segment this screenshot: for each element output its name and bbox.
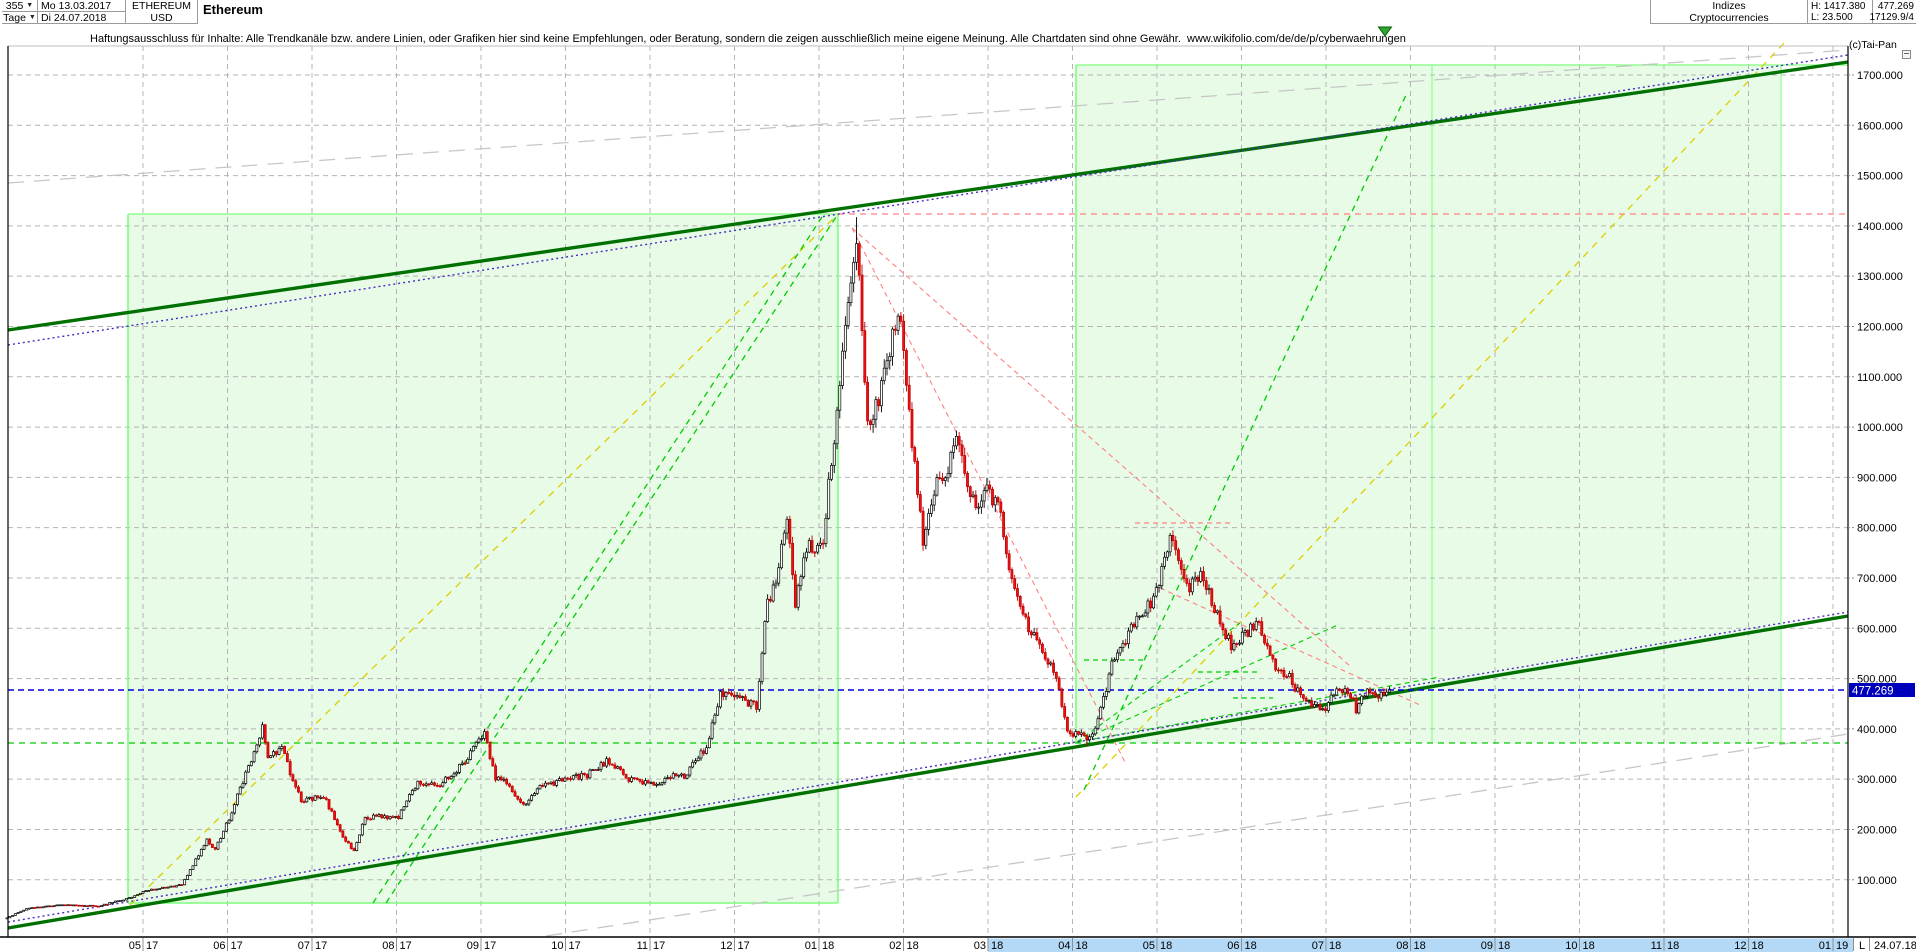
svg-text:18: 18 bbox=[1498, 940, 1510, 952]
disclaimer-text: Haftungsausschluss für Inhalte: Alle Tre… bbox=[90, 33, 1406, 45]
x-axis-end-flag: L bbox=[1859, 940, 1865, 952]
svg-text:17: 17 bbox=[400, 940, 412, 952]
chart-markers bbox=[1377, 26, 1393, 37]
chevron-down-icon: ▼ bbox=[26, 2, 34, 9]
svg-text:1300.000: 1300.000 bbox=[1857, 271, 1903, 283]
svg-text:17: 17 bbox=[231, 940, 243, 952]
svg-text:12: 12 bbox=[1734, 940, 1746, 952]
category-row1: Indizes bbox=[1650, 0, 1807, 12]
svg-text:1000.000: 1000.000 bbox=[1857, 422, 1903, 434]
svg-text:05: 05 bbox=[1143, 940, 1155, 952]
svg-text:18: 18 bbox=[1583, 940, 1595, 952]
svg-text:1400.000: 1400.000 bbox=[1857, 221, 1903, 233]
candles-layer bbox=[5, 217, 1391, 920]
svg-text:477.269: 477.269 bbox=[1852, 686, 1894, 698]
svg-text:1200.000: 1200.000 bbox=[1857, 321, 1903, 333]
period-value-dropdown[interactable]: 355 ▼ bbox=[2, 0, 38, 12]
svg-text:01: 01 bbox=[1819, 940, 1831, 952]
quote-value-1: 477.269 bbox=[1872, 0, 1916, 12]
svg-text:17: 17 bbox=[146, 940, 158, 952]
svg-text:18: 18 bbox=[1414, 940, 1426, 952]
svg-text:200.000: 200.000 bbox=[1857, 824, 1897, 836]
svg-text:06: 06 bbox=[1227, 940, 1239, 952]
quote-value-2: 17129.9/4 bbox=[1869, 12, 1916, 24]
svg-text:17: 17 bbox=[569, 940, 581, 952]
svg-text:18: 18 bbox=[1160, 940, 1172, 952]
svg-text:08: 08 bbox=[382, 940, 394, 952]
svg-text:05: 05 bbox=[129, 940, 141, 952]
taipan-watermark: (c)Tai-Pan bbox=[1849, 39, 1897, 51]
svg-text:1700.000: 1700.000 bbox=[1857, 70, 1903, 82]
axis-collapse-button[interactable] bbox=[1902, 50, 1911, 59]
svg-text:18: 18 bbox=[1076, 940, 1088, 952]
x-axis-last-date: 24.07.18 bbox=[1874, 940, 1916, 952]
svg-text:10: 10 bbox=[1565, 940, 1577, 952]
category-row2: Cryptocurrencies bbox=[1650, 12, 1807, 24]
trend-lines bbox=[7, 39, 1849, 937]
instrument-title: Ethereum bbox=[203, 2, 263, 17]
svg-text:12: 12 bbox=[720, 940, 732, 952]
x-axis: 05 17 06 17 07 17 08 17 09 17 10 17 11 17 12 17 01 18 02 18… bbox=[129, 938, 1916, 952]
svg-text:1500.000: 1500.000 bbox=[1857, 171, 1903, 183]
svg-text:11: 11 bbox=[1651, 940, 1662, 952]
svg-text:02: 02 bbox=[889, 940, 901, 952]
svg-text:01: 01 bbox=[805, 940, 817, 952]
svg-text:18: 18 bbox=[907, 940, 919, 952]
svg-text:500.000: 500.000 bbox=[1857, 674, 1897, 686]
svg-text:06: 06 bbox=[213, 940, 225, 952]
svg-text:17: 17 bbox=[738, 940, 750, 952]
date-from: Mo 13.03.2017 bbox=[38, 0, 126, 12]
svg-text:17: 17 bbox=[315, 940, 327, 952]
svg-text:17: 17 bbox=[484, 940, 496, 952]
svg-text:10: 10 bbox=[551, 940, 563, 952]
svg-text:100.000: 100.000 bbox=[1857, 875, 1897, 887]
period-unit: Tage bbox=[3, 11, 26, 24]
axes bbox=[0, 45, 1916, 938]
svg-text:09: 09 bbox=[467, 940, 479, 952]
period-unit-dropdown[interactable]: Tage ▼ bbox=[2, 12, 38, 24]
svg-text:18: 18 bbox=[991, 940, 1003, 952]
svg-text:08: 08 bbox=[1396, 940, 1408, 952]
symbol-currency: USD bbox=[126, 12, 198, 24]
svg-text:18: 18 bbox=[1329, 940, 1341, 952]
svg-text:1600.000: 1600.000 bbox=[1857, 120, 1903, 132]
period-high-label: H: 1417.380 bbox=[1807, 0, 1872, 12]
svg-text:19: 19 bbox=[1836, 940, 1848, 952]
period-value: 355 bbox=[5, 0, 24, 12]
svg-text:1100.000: 1100.000 bbox=[1857, 372, 1902, 384]
period-low-label: L: 23.500 bbox=[1807, 12, 1872, 24]
svg-text:18: 18 bbox=[1667, 940, 1679, 952]
gridlines bbox=[8, 46, 1848, 937]
svg-text:600.000: 600.000 bbox=[1857, 623, 1897, 635]
symbol-name: ETHEREUM bbox=[126, 0, 198, 12]
svg-text:07: 07 bbox=[298, 940, 310, 952]
svg-text:400.000: 400.000 bbox=[1857, 724, 1897, 736]
svg-text:07: 07 bbox=[1312, 940, 1324, 952]
svg-text:18: 18 bbox=[1245, 940, 1257, 952]
y-axis-labels: 100.000 200.000 300.000 400.000 500.000 600.0… bbox=[1848, 70, 1903, 887]
svg-text:300.000: 300.000 bbox=[1857, 774, 1897, 786]
svg-text:18: 18 bbox=[822, 940, 834, 952]
svg-text:900.000: 900.000 bbox=[1857, 472, 1897, 484]
svg-text:800.000: 800.000 bbox=[1857, 523, 1897, 535]
svg-text:700.000: 700.000 bbox=[1857, 573, 1897, 585]
svg-text:09: 09 bbox=[1481, 940, 1493, 952]
current-date-marker-icon bbox=[1377, 26, 1393, 37]
svg-text:11: 11 bbox=[637, 940, 648, 952]
svg-text:17: 17 bbox=[653, 940, 665, 952]
svg-text:04: 04 bbox=[1058, 940, 1070, 952]
svg-text:18: 18 bbox=[1752, 940, 1764, 952]
current-price-tag: 477.269 bbox=[1849, 683, 1915, 698]
chevron-down-icon: ▼ bbox=[28, 14, 36, 21]
date-to: Di 24.07.2018 bbox=[38, 12, 126, 24]
svg-text:03: 03 bbox=[974, 940, 986, 952]
